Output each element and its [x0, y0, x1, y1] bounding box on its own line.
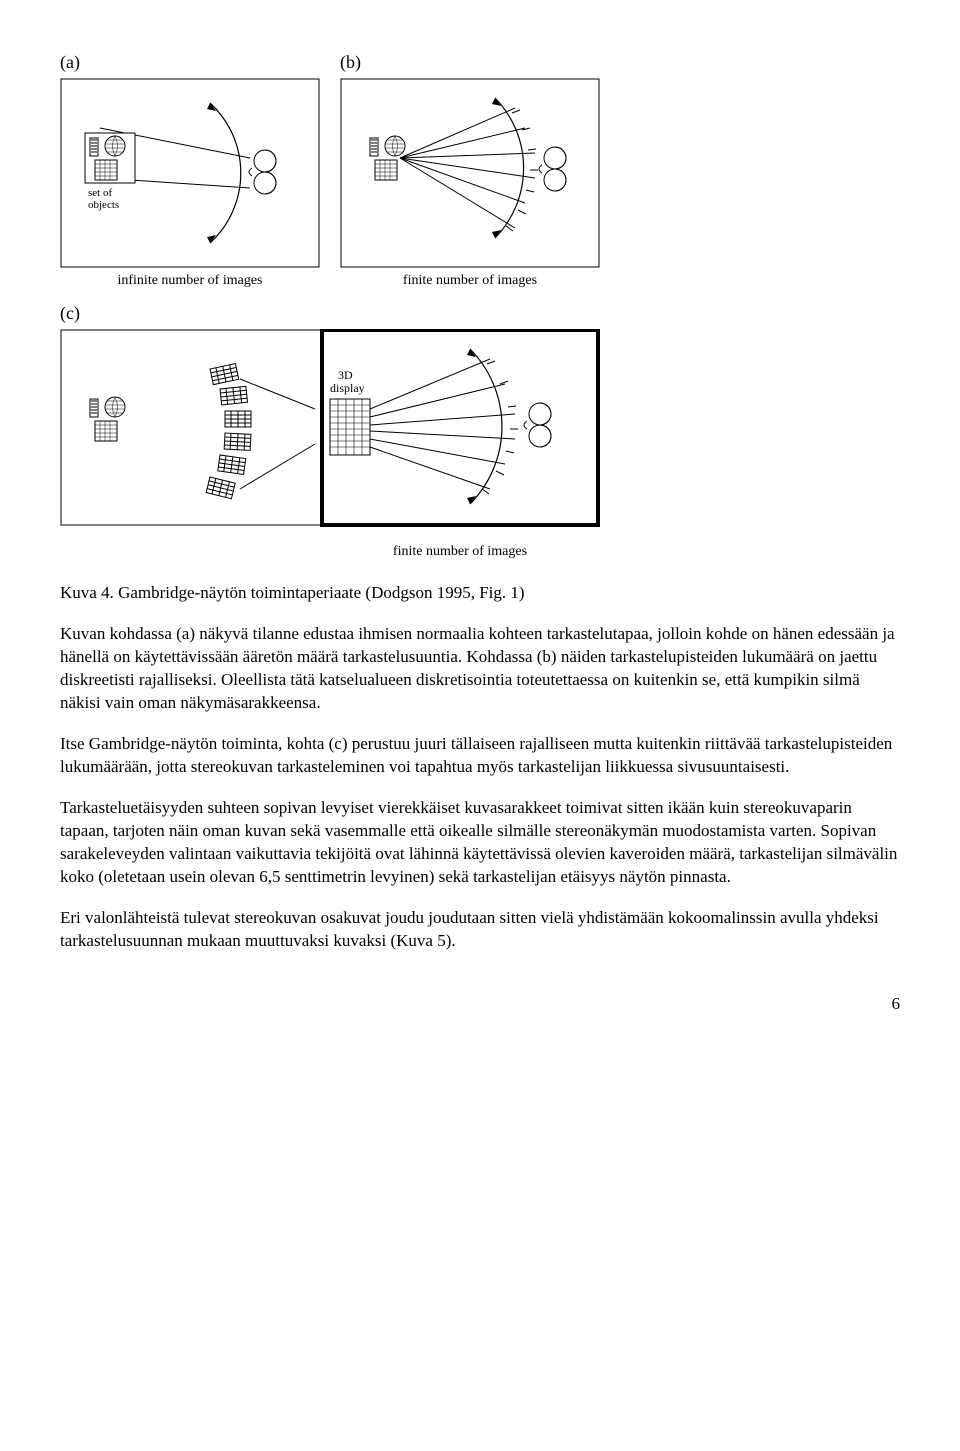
- panel-a-svg: set of objects: [60, 78, 320, 268]
- figure-block: (a) set of: [60, 50, 900, 562]
- panel-b-caption: finite number of images: [340, 272, 600, 291]
- figure-caption: Kuva 4. Gambridge-näytön toimintaperiaat…: [60, 582, 900, 605]
- panel-a-caption: infinite number of images: [60, 272, 320, 291]
- panel-c-disp1: 3D: [338, 368, 353, 382]
- panel-a-boxlabel2: objects: [88, 199, 119, 211]
- panel-c-disp2: display: [330, 381, 365, 395]
- panel-a-boxlabel1: set of: [88, 187, 112, 199]
- panel-a-label: (a): [60, 50, 80, 74]
- paragraph-2: Itse Gambridge-näytön toiminta, kohta (c…: [60, 733, 900, 779]
- panel-b-svg: [340, 78, 600, 268]
- panel-c-label: (c): [60, 301, 80, 325]
- panel-c-caption: finite number of images: [60, 543, 600, 562]
- panel-b: (b): [340, 50, 600, 291]
- paragraph-1: Kuvan kohdassa (a) näkyvä tilanne edusta…: [60, 623, 900, 715]
- paragraph-4: Eri valonlähteistä tulevat stereokuvan o…: [60, 907, 900, 953]
- panel-c-svg: 3D display: [60, 329, 600, 539]
- panel-c: (c): [60, 301, 600, 562]
- panel-a: (a) set of: [60, 50, 320, 291]
- panel-b-label: (b): [340, 50, 361, 74]
- paragraph-3: Tarkasteluetäisyyden suhteen sopivan lev…: [60, 797, 900, 889]
- page-number: 6: [60, 993, 900, 1016]
